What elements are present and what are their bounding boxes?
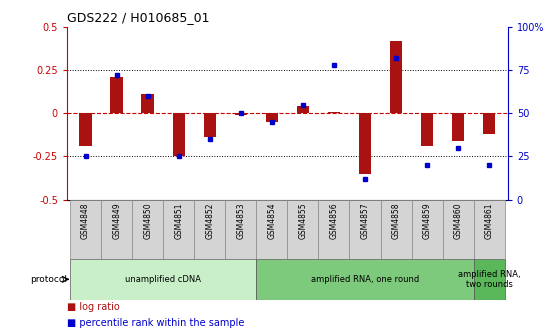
Bar	[70, 200, 101, 259]
Text: amplified RNA,
two rounds: amplified RNA, two rounds	[458, 269, 521, 289]
Bar	[452, 113, 464, 141]
Text: GDS222 / H010685_01: GDS222 / H010685_01	[67, 11, 209, 24]
Bar	[359, 113, 371, 174]
Text: GSM4854: GSM4854	[267, 203, 276, 239]
Bar	[70, 259, 256, 300]
Bar	[381, 200, 412, 259]
Bar	[132, 200, 163, 259]
Bar	[319, 200, 349, 259]
Text: GSM4857: GSM4857	[360, 203, 369, 239]
Bar	[79, 113, 92, 146]
Text: unamplified cDNA: unamplified cDNA	[125, 275, 201, 284]
Text: GSM4850: GSM4850	[143, 203, 152, 239]
Bar	[234, 113, 247, 115]
Bar	[483, 113, 496, 134]
Bar	[297, 107, 309, 113]
Text: amplified RNA, one round: amplified RNA, one round	[311, 275, 419, 284]
Text: GSM4852: GSM4852	[205, 203, 214, 239]
Bar	[442, 200, 474, 259]
Text: GSM4851: GSM4851	[174, 203, 183, 239]
Bar	[266, 113, 278, 122]
Bar	[256, 259, 474, 300]
Bar	[225, 200, 256, 259]
Bar	[194, 200, 225, 259]
Bar	[172, 113, 185, 157]
Text: protocol: protocol	[31, 275, 68, 284]
Bar	[110, 77, 123, 113]
Bar	[390, 41, 402, 113]
Bar	[412, 200, 442, 259]
Text: GSM4853: GSM4853	[236, 203, 246, 239]
Text: GSM4855: GSM4855	[299, 203, 307, 239]
Bar	[328, 112, 340, 113]
Text: GSM4858: GSM4858	[392, 203, 401, 239]
Bar	[421, 113, 433, 146]
Bar	[256, 200, 287, 259]
Bar	[101, 200, 132, 259]
Text: ■ percentile rank within the sample: ■ percentile rank within the sample	[67, 318, 244, 328]
Bar	[204, 113, 216, 137]
Bar	[349, 200, 381, 259]
Bar	[474, 259, 504, 300]
Text: GSM4859: GSM4859	[422, 203, 431, 239]
Bar	[287, 200, 319, 259]
Text: GSM4848: GSM4848	[81, 203, 90, 239]
Text: GSM4861: GSM4861	[485, 203, 494, 239]
Bar	[163, 200, 194, 259]
Bar	[474, 200, 504, 259]
Bar	[142, 94, 154, 113]
Text: ■ log ratio: ■ log ratio	[67, 302, 120, 312]
Text: GSM4860: GSM4860	[454, 203, 463, 239]
Text: GSM4849: GSM4849	[112, 203, 121, 239]
Text: GSM4856: GSM4856	[329, 203, 339, 239]
